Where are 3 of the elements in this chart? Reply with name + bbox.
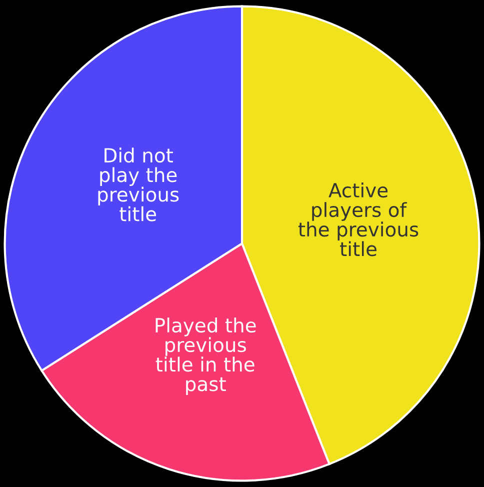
- slice-label: Played the previous title in the past: [156, 318, 256, 396]
- slice-label: Did not play the previous title: [98, 148, 179, 222]
- slice-label: Active players of the previous title: [298, 182, 418, 256]
